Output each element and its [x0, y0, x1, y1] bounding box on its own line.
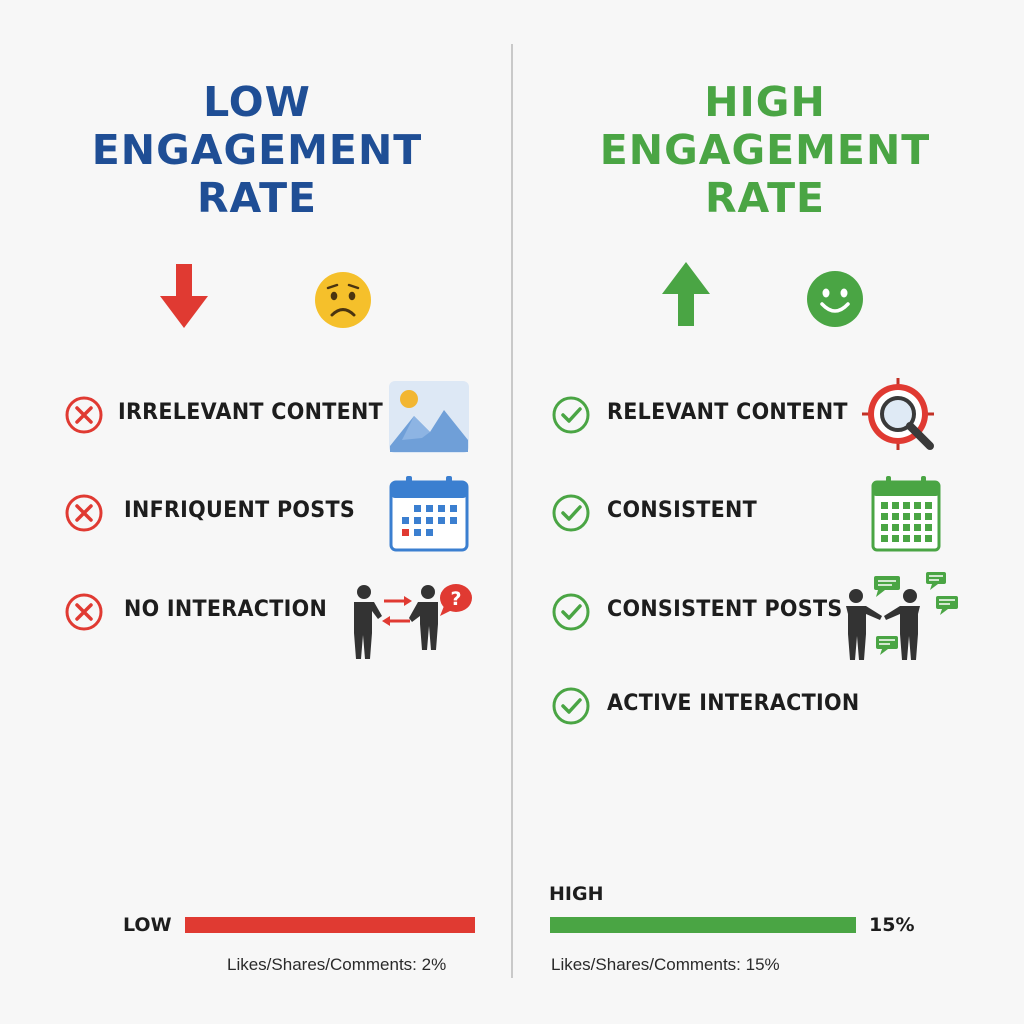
arrow-down-icon	[160, 264, 208, 328]
target-magnifier-icon	[862, 378, 934, 450]
check-circle-icon	[552, 593, 590, 631]
x-circle-icon	[65, 396, 103, 434]
high-item-4-label: ACTIVE INTERACTION	[607, 691, 860, 716]
low-title-line-3: RATE	[196, 174, 318, 222]
high-item-2-label: CONSISTENT	[607, 498, 758, 523]
svg-text:?: ?	[450, 588, 461, 610]
high-bar-value: 15%	[869, 914, 915, 936]
check-circle-icon	[552, 687, 590, 725]
high-item-3-label: CONSISTENT POSTS	[607, 597, 843, 622]
high-item-1-label: RELEVANT CONTENT	[607, 400, 848, 425]
check-circle-icon	[552, 494, 590, 532]
calendar-icon	[871, 476, 941, 552]
landscape-image-icon	[389, 381, 469, 453]
low-engagement-title: LOW ENGAGEMENT RATE	[37, 78, 477, 222]
smiley-face-icon	[807, 271, 863, 327]
high-engagement-bar	[550, 917, 856, 933]
people-handshake-icon	[846, 572, 958, 660]
high-engagement-title: HIGH ENGAGEMENT RATE	[545, 78, 985, 222]
high-title-line-1: HIGH	[704, 78, 826, 126]
column-divider	[511, 44, 513, 978]
sad-face-icon	[315, 272, 371, 328]
high-title-line-3: RATE	[704, 174, 826, 222]
low-title-line-2: ENGAGEMENT	[91, 126, 423, 174]
low-item-3-label: NO INTERACTION	[124, 597, 328, 622]
arrow-up-icon	[662, 262, 710, 326]
low-engagement-bar	[185, 917, 475, 933]
low-title-line-1: LOW	[203, 78, 311, 126]
low-item-2-label: INFRIQUENT POSTS	[124, 498, 356, 523]
high-bar-caption: Likes/Shares/Comments: 15%	[551, 955, 780, 974]
x-circle-icon	[65, 593, 103, 631]
people-question-icon: ?	[354, 584, 472, 659]
low-bar-caption: Likes/Shares/Comments: 2%	[227, 955, 447, 974]
high-bar-label: HIGH	[549, 883, 604, 905]
calendar-icon	[389, 476, 469, 552]
x-circle-icon	[65, 494, 103, 532]
low-item-1-label: IRRELEVANT CONTENT	[118, 400, 383, 425]
check-circle-icon	[552, 396, 590, 434]
low-bar-label: LOW	[123, 914, 172, 936]
high-title-line-2: ENGAGEMENT	[599, 126, 931, 174]
